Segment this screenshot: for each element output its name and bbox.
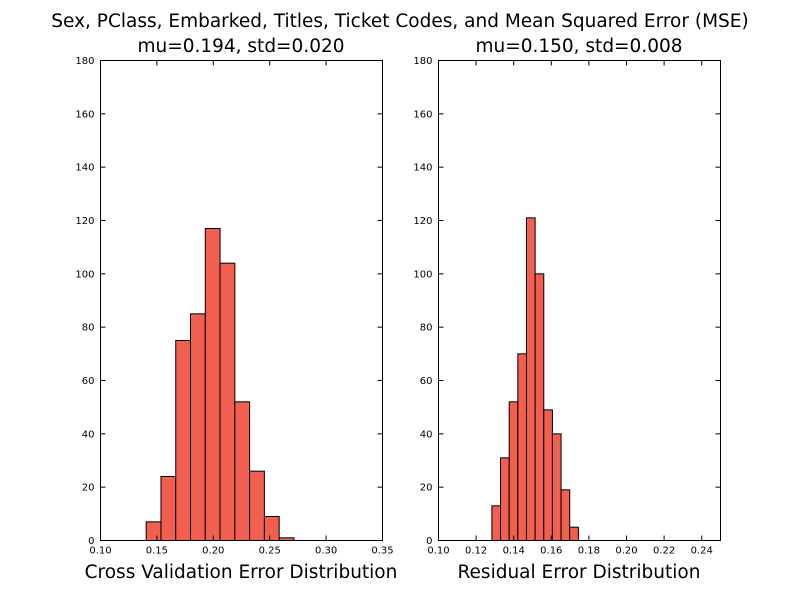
residual-xtick-label: 0.12 bbox=[465, 546, 487, 557]
residual-panel: mu=0.150, std=0.008 0.10 0.12 0.14 0.16 0.18… bbox=[413, 36, 721, 583]
residual-ytick-label: 120 bbox=[413, 216, 432, 227]
cross-validation-bar bbox=[204, 228, 221, 541]
residual-bar bbox=[560, 489, 571, 542]
residual-ytick-label: 20 bbox=[420, 483, 433, 494]
residual-ytick-label: 100 bbox=[413, 269, 432, 280]
cross-validation-bar bbox=[234, 401, 251, 542]
residual-ticks: 0.10 0.12 0.14 0.16 0.18 0.20 0.22 0.24 0 20 40 60 8… bbox=[413, 56, 721, 557]
cross-validation-xtick-label: 0.10 bbox=[89, 546, 111, 557]
residual-bar bbox=[491, 505, 502, 542]
cross-validation-xlabel: Cross Validation Error Distribution bbox=[85, 562, 398, 583]
residual-xtick-label: 0.24 bbox=[691, 546, 713, 557]
residual-subtitle: mu=0.150, std=0.008 bbox=[475, 36, 682, 57]
residual-ytick-label: 140 bbox=[413, 163, 432, 174]
cross-validation-bar bbox=[145, 521, 162, 541]
residual-xtick-label: 0.20 bbox=[615, 546, 637, 557]
cross-validation-bar bbox=[175, 340, 192, 541]
cross-validation-subtitle: mu=0.194, std=0.020 bbox=[137, 36, 344, 57]
cross-validation-bar bbox=[249, 470, 265, 541]
residual-bar bbox=[543, 409, 553, 542]
cross-validation-bar bbox=[219, 262, 236, 541]
residual-ytick-label: 0 bbox=[426, 536, 432, 547]
cross-validation-ytick-label: 180 bbox=[75, 56, 94, 67]
cross-validation-ytick-label: 160 bbox=[75, 109, 94, 120]
figure-title: Sex, PClass, Embarked, Titles, Ticket Co… bbox=[51, 11, 748, 32]
residual-xtick-label: 0.22 bbox=[653, 546, 675, 557]
residual-ytick-label: 180 bbox=[413, 56, 432, 67]
cross-validation-ytick-label: 140 bbox=[75, 163, 94, 174]
cross-validation-ticks: 0.10 0.15 0.20 0.25 0.30 0.35 0 20 40 60 80 100 120 1… bbox=[75, 56, 393, 557]
residual-bars bbox=[491, 217, 579, 542]
residual-ytick-label: 80 bbox=[420, 323, 433, 334]
residual-bar bbox=[569, 526, 579, 542]
cross-validation-bars bbox=[145, 228, 295, 542]
residual-ytick-label: 160 bbox=[413, 109, 432, 120]
cross-validation-xtick-label: 0.35 bbox=[371, 546, 393, 557]
cross-validation-bar bbox=[263, 516, 280, 541]
residual-plot-frame bbox=[438, 60, 721, 541]
cross-validation-ytick-label: 40 bbox=[82, 429, 95, 440]
residual-bar bbox=[534, 273, 545, 541]
cross-validation-ytick-label: 0 bbox=[88, 536, 94, 547]
cross-validation-ytick-label: 120 bbox=[75, 216, 94, 227]
cross-validation-xtick-label: 0.30 bbox=[315, 546, 337, 557]
cross-validation-xtick-label: 0.20 bbox=[202, 546, 224, 557]
residual-bar bbox=[525, 217, 536, 541]
cross-validation-panel: mu=0.194, std=0.020 0.10 0.15 0.20 0.25 0.30… bbox=[75, 36, 397, 583]
residual-xtick-label: 0.18 bbox=[578, 546, 600, 557]
cross-validation-xtick-label: 0.15 bbox=[146, 546, 168, 557]
cross-validation-ytick-label: 100 bbox=[75, 269, 94, 280]
cross-validation-ytick-label: 80 bbox=[82, 323, 95, 334]
cross-validation-xtick-label: 0.25 bbox=[259, 546, 281, 557]
cross-validation-bar bbox=[190, 313, 206, 542]
residual-ytick-label: 40 bbox=[420, 429, 433, 440]
residual-bar bbox=[551, 433, 562, 542]
residual-ytick-label: 60 bbox=[420, 376, 433, 387]
residual-bar bbox=[500, 457, 510, 542]
cross-validation-ytick-label: 20 bbox=[82, 483, 95, 494]
cross-validation-plot-frame bbox=[100, 60, 383, 541]
residual-bar bbox=[508, 401, 519, 542]
cross-validation-bar bbox=[160, 476, 177, 541]
residual-xtick-label: 0.14 bbox=[503, 546, 525, 557]
residual-xtick-label: 0.10 bbox=[427, 546, 449, 557]
cross-validation-ytick-label: 60 bbox=[82, 376, 95, 387]
residual-bar bbox=[517, 353, 527, 542]
residual-xtick-label: 0.16 bbox=[540, 546, 562, 557]
residual-xlabel: Residual Error Distribution bbox=[458, 562, 701, 583]
